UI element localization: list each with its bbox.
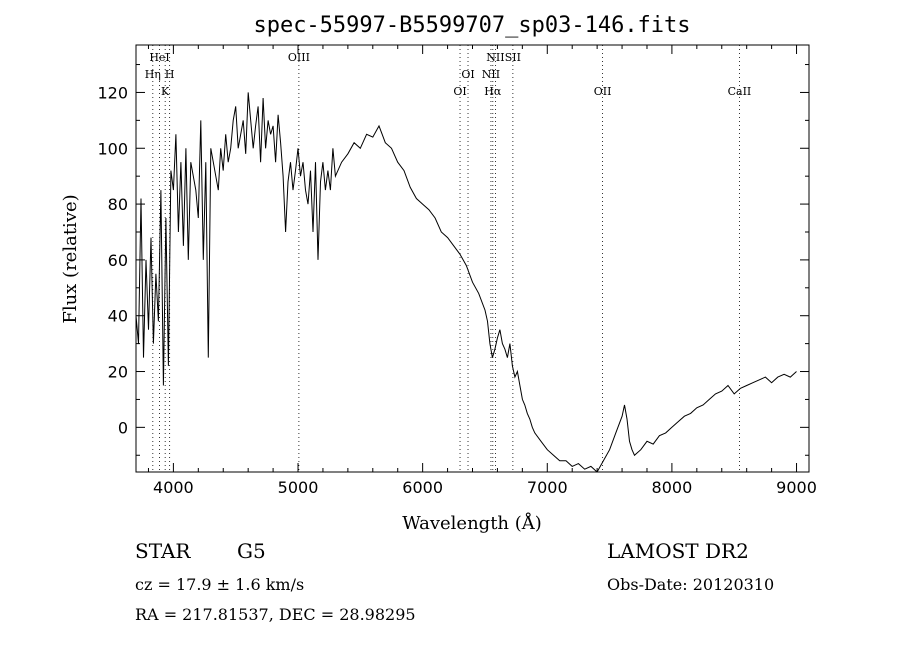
x-tick-label: 6000	[402, 478, 443, 497]
y-axis-label: Flux (relative)	[60, 194, 81, 323]
spectrum-series	[136, 92, 797, 472]
survey-name: LAMOST DR2	[607, 539, 749, 563]
axis-ticks: 4000 5000 6000 7000 8000 9000 0 20 40 60 80 100 120	[97, 45, 817, 497]
redshift-velocity: cz = 17.9 ± 1.6 km/s	[135, 575, 304, 594]
line-marker-label: SII	[505, 51, 521, 64]
line-marker-label: OI	[461, 68, 474, 81]
object-subclass: G5	[237, 539, 266, 563]
chart-title: spec-55997-B5599707_sp03-146.fits	[253, 13, 690, 38]
x-tick-label: 7000	[527, 478, 568, 497]
spectrum-line	[136, 92, 797, 472]
x-axis-label: Wavelength (Å)	[402, 512, 542, 534]
line-marker-label: OI	[453, 85, 466, 98]
y-tick-label: 40	[108, 307, 128, 326]
x-tick-label: 5000	[278, 478, 319, 497]
x-tick-label: 9000	[776, 478, 817, 497]
line-marker-label: HeI	[149, 51, 169, 64]
plot-frame	[135, 44, 810, 473]
y-tick-label: 60	[108, 251, 128, 270]
line-marker-label: OII	[594, 85, 612, 98]
line-marker-label: K	[161, 85, 170, 98]
spectral-line-markers: HeI Hη HK OIII OI OI NII NII Hα SII OII CaII	[145, 45, 752, 472]
x-tick-label: 4000	[153, 478, 194, 497]
coordinates: RA = 217.81537, DEC = 28.98295	[135, 605, 416, 624]
plot-border	[135, 44, 810, 473]
observation-date: Obs-Date: 20120310	[607, 575, 774, 594]
y-tick-label: 0	[118, 418, 128, 437]
line-marker-label: H	[165, 68, 175, 81]
line-marker-label: Hη	[145, 68, 161, 81]
line-marker-label: OIII	[288, 51, 310, 64]
y-tick-label: 20	[108, 363, 128, 382]
line-marker-label: Hα	[484, 85, 502, 98]
y-tick-label: 120	[97, 83, 128, 102]
object-class: STAR	[135, 539, 191, 563]
line-marker-label: NII	[482, 68, 500, 81]
y-tick-label: 80	[108, 195, 128, 214]
line-marker-label: CaII	[728, 85, 752, 98]
x-tick-label: 8000	[652, 478, 693, 497]
line-marker-label: NII	[486, 51, 504, 64]
y-tick-label: 100	[97, 139, 128, 158]
